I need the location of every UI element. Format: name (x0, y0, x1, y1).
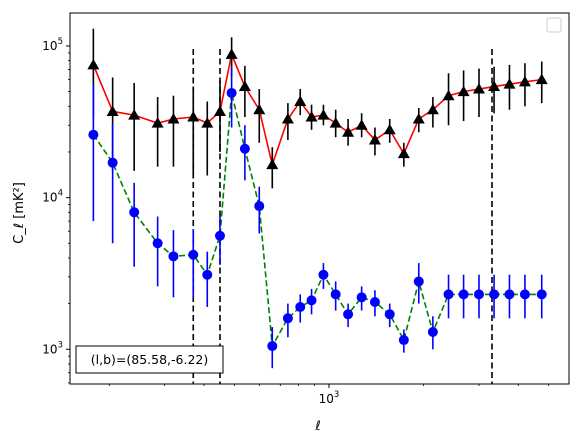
data-point-triangle (329, 117, 342, 128)
data-point-circle (129, 207, 140, 218)
data-point-triangle (412, 112, 425, 124)
data-point-circle (295, 301, 306, 312)
data-point-triangle (238, 80, 251, 92)
data-point-circle (343, 309, 354, 320)
data-point-triangle (368, 133, 381, 145)
data-point-triangle (281, 112, 294, 124)
data-point-triangle (187, 111, 200, 122)
data-point-circle (398, 335, 409, 346)
x-tick-label: 103 (319, 390, 340, 406)
data-point-triangle (342, 126, 355, 137)
data-point-circle (458, 289, 469, 300)
data-point-circle (214, 230, 225, 241)
data-point-triangle (535, 73, 548, 85)
data-point-circle (489, 289, 500, 300)
data-point-triangle (87, 58, 100, 70)
ticks-layer: 103 104 105 103 (42, 37, 550, 406)
y-tick-label: 104 (42, 189, 63, 205)
data-point-circle (384, 309, 395, 320)
data-point-circle (330, 289, 341, 300)
data-point-triangle (201, 117, 214, 128)
data-point-circle (226, 87, 237, 98)
y-tick-label: 105 (42, 37, 63, 53)
data-point-circle (239, 143, 250, 154)
legend-box (546, 17, 562, 33)
data-point-circle (168, 251, 179, 262)
y-axis-label: C_ℓ [mK²] (12, 182, 27, 244)
data-point-triangle (397, 147, 410, 159)
data-point-triangle (305, 111, 318, 122)
data-point-circle (473, 289, 484, 300)
data-point-triangle (167, 112, 180, 124)
data-point-triangle (442, 89, 455, 101)
data-point-triangle (503, 78, 516, 89)
data-point-triangle (518, 75, 531, 87)
x-axis-label: ℓ (314, 419, 320, 434)
data-point-circle (202, 269, 213, 280)
data-point-circle (188, 249, 199, 260)
data-point-circle (107, 157, 118, 168)
data-point-triangle (294, 95, 307, 107)
data-point-triangle (317, 109, 330, 120)
data-point-circle (318, 269, 329, 280)
data-point-triangle (488, 80, 501, 92)
data-point-triangle (383, 123, 396, 135)
data-point-triangle (128, 109, 141, 120)
data-point-circle (369, 296, 380, 307)
data-point-triangle (225, 48, 238, 59)
data-point-circle (306, 295, 317, 306)
annotation-text: (l,b)=(85.58,-6.22) (91, 352, 208, 367)
data-point-circle (267, 341, 278, 352)
series-line-0 (92, 51, 542, 168)
data-point-circle (519, 289, 530, 300)
data-point-triangle (266, 158, 279, 170)
data-point-circle (443, 289, 454, 300)
data-point-circle (254, 201, 265, 212)
data-point-triangle (151, 117, 164, 128)
data-point-triangle (106, 105, 119, 116)
data-point-circle (536, 289, 547, 300)
data-point-triangle (355, 119, 368, 130)
data-point-circle (152, 238, 163, 249)
data-point-triangle (213, 105, 226, 116)
plot-layer (87, 28, 548, 384)
data-point-triangle (253, 103, 266, 115)
data-point-circle (282, 313, 293, 324)
series-line-1 (92, 92, 542, 349)
data-point-circle (88, 129, 99, 140)
y-tick-label: 103 (42, 340, 63, 356)
data-point-circle (356, 292, 367, 303)
data-point-triangle (472, 83, 485, 94)
annotation-box: (l,b)=(85.58,-6.22) (75, 345, 224, 374)
data-point-circle (413, 276, 424, 287)
data-point-circle (427, 326, 438, 337)
data-point-circle (504, 289, 515, 300)
data-point-triangle (457, 85, 470, 97)
data-point-triangle (426, 103, 439, 115)
plot-frame (69, 12, 570, 385)
